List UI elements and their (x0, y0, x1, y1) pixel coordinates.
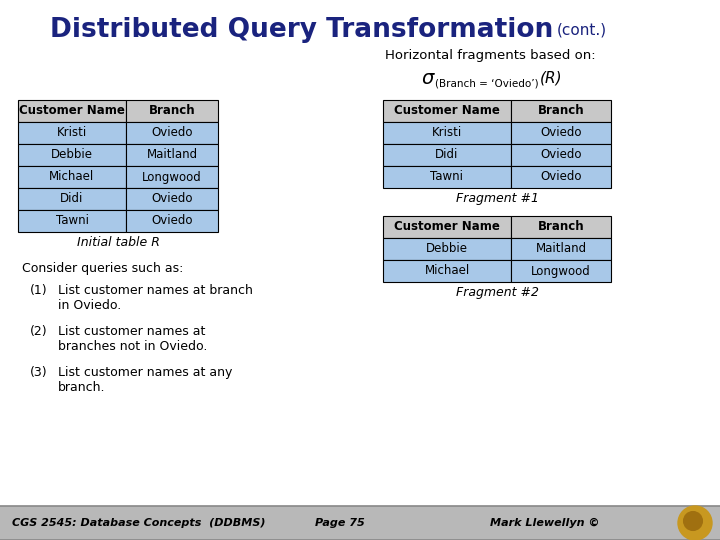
Circle shape (684, 512, 702, 530)
Text: List customer names at
branches not in Oviedo.: List customer names at branches not in O… (58, 325, 207, 353)
Bar (511, 166, 611, 188)
Bar (511, 122, 611, 144)
Bar (383, 260, 511, 282)
Text: Oviedo: Oviedo (151, 192, 193, 206)
Text: Mark Llewellyn ©: Mark Llewellyn © (490, 518, 600, 528)
Text: Maitland: Maitland (536, 242, 587, 255)
Bar (18, 188, 126, 210)
Bar (18, 144, 126, 166)
Text: Oviedo: Oviedo (151, 214, 193, 227)
Bar (18, 122, 126, 144)
Bar (126, 188, 218, 210)
Text: Didi: Didi (436, 148, 459, 161)
Text: (1): (1) (30, 284, 48, 297)
Text: Consider queries such as:: Consider queries such as: (22, 262, 184, 275)
Bar (126, 144, 218, 166)
Text: Tawni: Tawni (55, 214, 89, 227)
Bar (383, 216, 511, 238)
Text: Longwood: Longwood (142, 171, 202, 184)
Text: CGS 2545: Database Concepts  (DDBMS): CGS 2545: Database Concepts (DDBMS) (12, 518, 266, 528)
Text: (Branch = ‘Oviedo’): (Branch = ‘Oviedo’) (435, 78, 539, 88)
Text: Debbie: Debbie (51, 148, 93, 161)
Text: (2): (2) (30, 325, 48, 338)
Text: Branch: Branch (538, 105, 585, 118)
Bar (126, 210, 218, 232)
Text: Kristi: Kristi (432, 126, 462, 139)
Text: Oviedo: Oviedo (540, 171, 582, 184)
Text: Debbie: Debbie (426, 242, 468, 255)
Bar (126, 122, 218, 144)
Text: List customer names at any
branch.: List customer names at any branch. (58, 366, 233, 394)
Text: Initial table R: Initial table R (76, 236, 159, 249)
Bar (511, 260, 611, 282)
Bar (18, 166, 126, 188)
Bar (126, 166, 218, 188)
Text: Oviedo: Oviedo (151, 126, 193, 139)
Text: Page 75: Page 75 (315, 518, 365, 528)
Bar (383, 144, 511, 166)
Bar (18, 210, 126, 232)
Bar (511, 144, 611, 166)
Text: Customer Name: Customer Name (394, 105, 500, 118)
Bar (511, 216, 611, 238)
Bar (383, 238, 511, 260)
Text: σ: σ (421, 69, 433, 87)
Text: Tawni: Tawni (431, 171, 464, 184)
Text: (R): (R) (540, 71, 562, 85)
Text: Branch: Branch (149, 105, 195, 118)
Text: Distributed Query Transformation: Distributed Query Transformation (50, 17, 553, 43)
Bar (126, 100, 218, 122)
Text: Oviedo: Oviedo (540, 148, 582, 161)
Bar (383, 166, 511, 188)
Text: (3): (3) (30, 366, 48, 379)
Circle shape (678, 506, 712, 540)
Text: Branch: Branch (538, 220, 585, 233)
Text: Oviedo: Oviedo (540, 126, 582, 139)
Text: List customer names at branch
in Oviedo.: List customer names at branch in Oviedo. (58, 284, 253, 312)
Text: Fragment #2: Fragment #2 (456, 286, 539, 299)
Text: Longwood: Longwood (531, 265, 591, 278)
Text: Horizontal fragments based on:: Horizontal fragments based on: (384, 50, 595, 63)
Bar (511, 238, 611, 260)
Text: Michael: Michael (424, 265, 469, 278)
Text: (cont.): (cont.) (557, 23, 607, 37)
Text: Kristi: Kristi (57, 126, 87, 139)
Bar (511, 100, 611, 122)
Text: Michael: Michael (50, 171, 94, 184)
Text: Maitland: Maitland (146, 148, 197, 161)
Text: Customer Name: Customer Name (19, 105, 125, 118)
Text: Didi: Didi (60, 192, 84, 206)
Bar (383, 122, 511, 144)
Bar (0, 506, 720, 540)
Bar (18, 100, 126, 122)
Text: Customer Name: Customer Name (394, 220, 500, 233)
Bar (383, 100, 511, 122)
Text: Fragment #1: Fragment #1 (456, 192, 539, 205)
